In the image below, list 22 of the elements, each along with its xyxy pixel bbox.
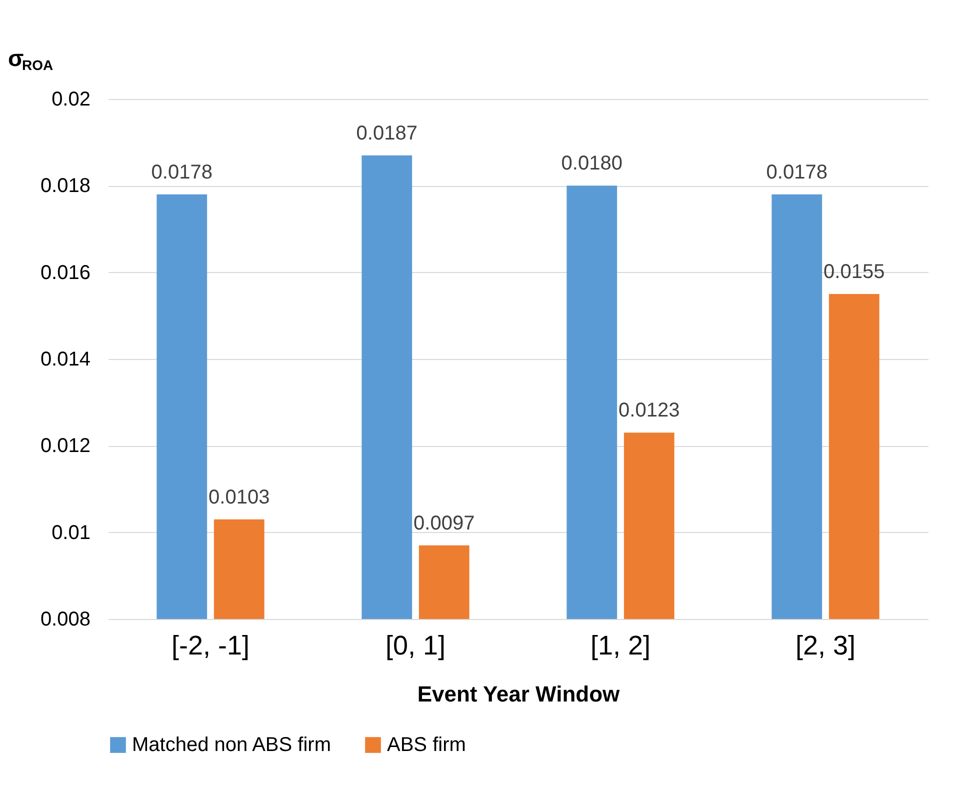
x-tick-label: [0, 1] <box>385 630 446 660</box>
legend-label: Matched non ABS firm <box>132 734 331 756</box>
data-label: 0.0178 <box>766 161 828 184</box>
x-tick-label: [2, 3] <box>795 630 856 660</box>
data-label: 0.0180 <box>561 152 622 175</box>
data-label: 0.0155 <box>824 261 885 283</box>
y-tick-label: 0.012 <box>40 435 90 458</box>
x-tick-label: [1, 2] <box>590 630 651 660</box>
y-tick-label: 0.016 <box>40 262 90 284</box>
data-label: 0.0097 <box>414 512 475 534</box>
y-tick-label: 0.018 <box>40 175 90 198</box>
y-tick-label: 0.02 <box>52 88 90 110</box>
y-tick-label: 0.008 <box>40 608 90 630</box>
data-label: 0.0123 <box>618 400 680 422</box>
data-label: 0.0178 <box>151 161 212 184</box>
x-axis-title: Event Year Window <box>417 682 621 706</box>
legend-label: ABS firm <box>387 734 466 756</box>
x-tick-label: [-2, -1] <box>171 630 250 660</box>
data-label: 0.0187 <box>356 122 418 144</box>
data-label: 0.0103 <box>208 486 270 508</box>
y-tick-label: 0.014 <box>40 348 90 370</box>
y-tick-label: 0.01 <box>52 522 90 544</box>
